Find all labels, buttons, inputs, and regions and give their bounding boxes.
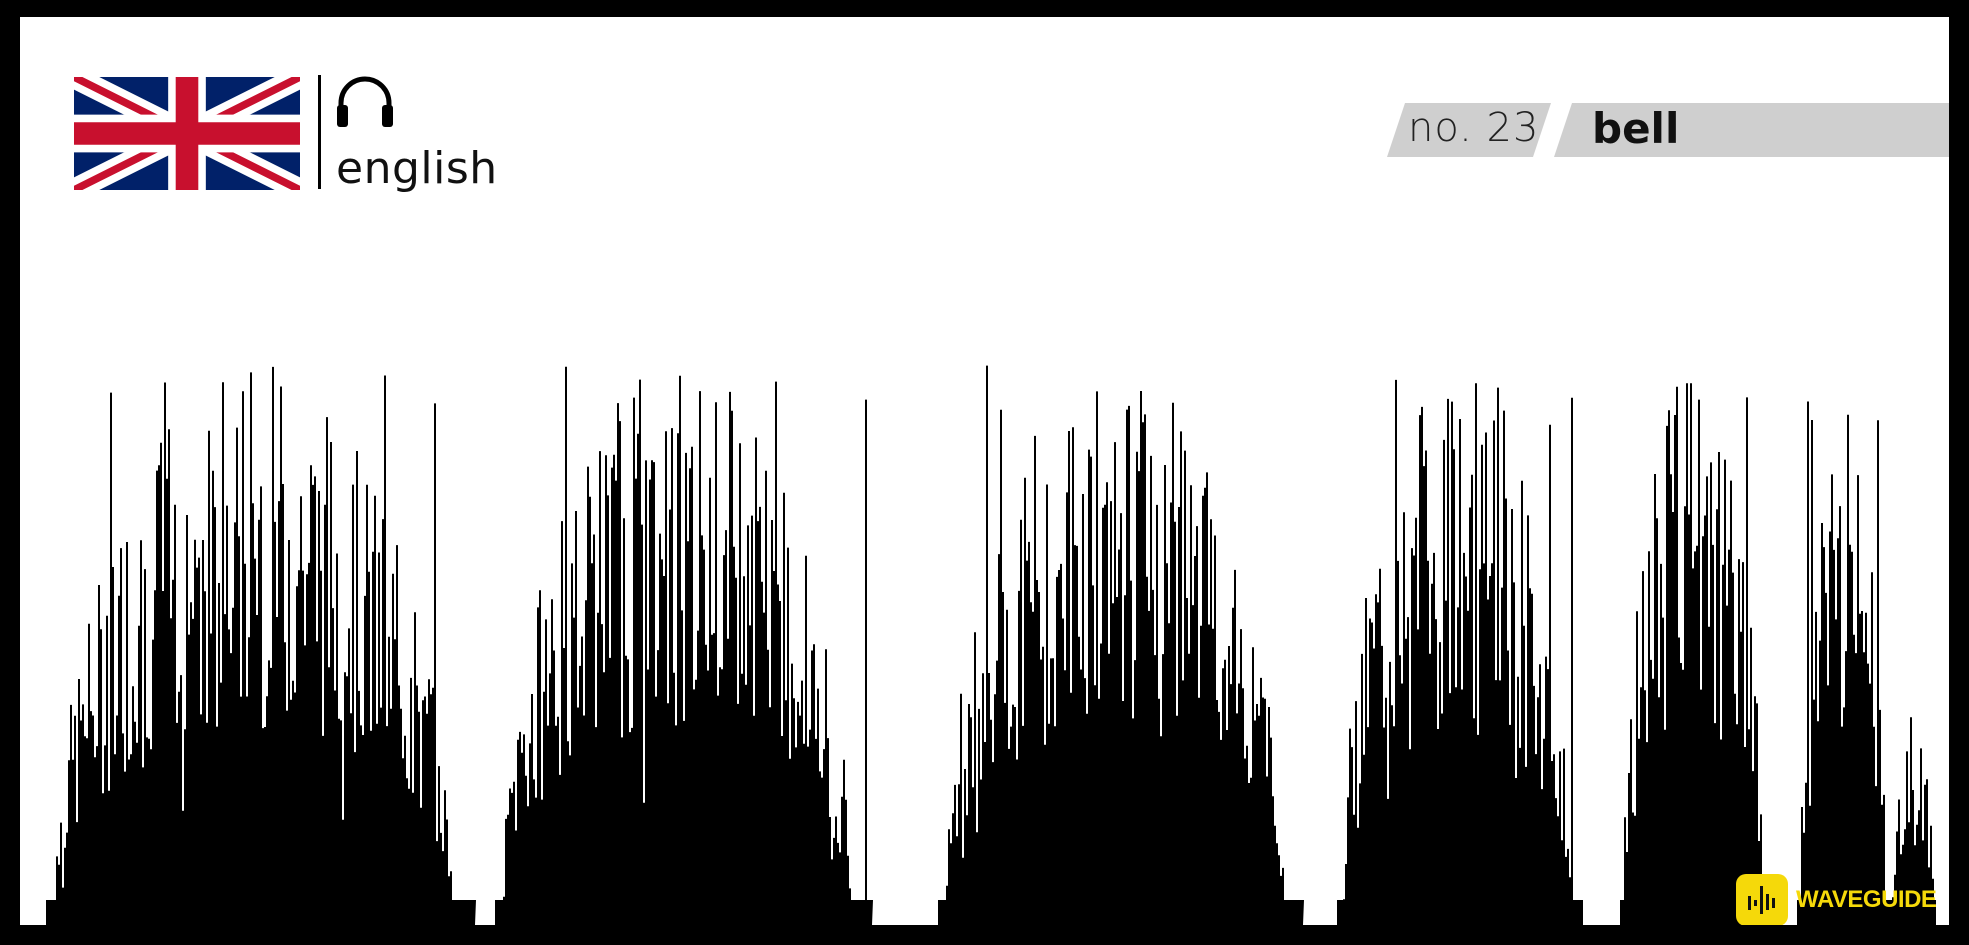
waveform-icon <box>1736 874 1788 925</box>
word-title: bell <box>1592 104 1680 153</box>
waveform-path <box>46 365 1936 925</box>
brand-name: WAVEGUIDE <box>1796 886 1937 913</box>
headphones-icon <box>337 76 393 127</box>
card-frame: english no. 23 bell WAVEGUIDE <box>20 17 1949 925</box>
number-tab <box>1387 103 1551 157</box>
header-divider <box>318 75 321 189</box>
word-number: no. 23 <box>1408 105 1540 151</box>
audio-waveform <box>46 365 1936 925</box>
word-tab <box>1554 103 1949 157</box>
uk-flag-icon <box>74 77 300 190</box>
language-label: english <box>336 143 498 194</box>
brand-logo: WAVEGUIDE <box>1736 874 1949 925</box>
